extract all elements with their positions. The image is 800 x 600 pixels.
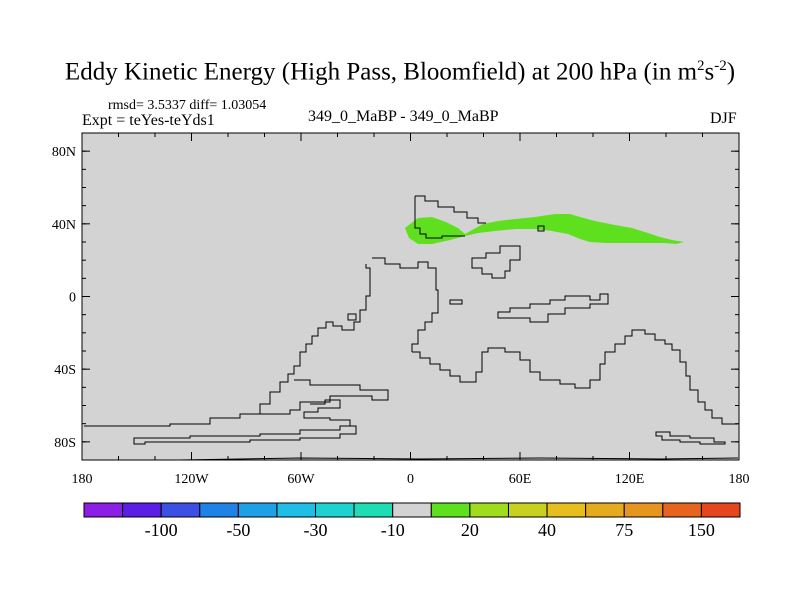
lon-tick-label: 0 (407, 472, 414, 487)
colorbar-label: 20 (461, 520, 479, 540)
experiment-label: Expt = teYes-teYds1 (82, 112, 215, 129)
colorbar-swatch (469, 502, 509, 518)
colorbar-swatch (83, 502, 124, 518)
colorbar-swatch (585, 502, 625, 518)
lon-tick-label: 180 (729, 472, 750, 487)
colorbar-swatch (700, 502, 741, 518)
lat-tick-label: 80S (54, 436, 76, 451)
stats-text: rmsd= 3.5337 diff= 1.03054 (108, 98, 267, 113)
colorbar-swatch (507, 502, 548, 518)
colorbar-label: -50 (226, 520, 250, 540)
lat-tick-label: 40N (52, 218, 76, 233)
coastline-indian-ocean-shelf (497, 293, 609, 323)
lat-tick-label: 0 (69, 291, 76, 306)
colorbar-swatch (546, 502, 587, 518)
colorbar-swatch (122, 502, 162, 518)
colorbar-swatch (623, 502, 664, 518)
colorbar-swatch (276, 502, 317, 518)
colorbar-label: -10 (381, 520, 405, 540)
coastline-south-america (84, 264, 371, 427)
coastline-antarctica-edge (179, 457, 739, 461)
coastline-weddell (133, 399, 357, 445)
lat-tick-label: 80N (52, 145, 76, 160)
lon-tick-label: 60E (509, 472, 532, 487)
map-frame: 80N 40N 0 40S 80S 180 120W 60W 0 60E 120E 180 (52, 132, 750, 487)
colorbar-swatch (160, 502, 201, 518)
coastline-small-island (537, 225, 545, 232)
case-label: 349_0_MaBP - 349_0_MaBP (308, 108, 499, 125)
colorbar-swatch (430, 502, 471, 518)
colorbar-label: 40 (538, 520, 556, 540)
colorbar-swatch (237, 502, 278, 518)
latitude-axis: 80N 40N 0 40S 80S (52, 145, 739, 451)
lat-tick-label: 40S (54, 363, 76, 378)
lon-tick-label: 180 (72, 472, 93, 487)
colorbar-label: -30 (304, 520, 328, 540)
colorbar: -100 -50 -30 -10 20 40 75 150 (83, 502, 741, 540)
colorbar-label: 150 (688, 520, 715, 540)
coastline-africa-americas-west (372, 257, 439, 352)
coastline-antarctic-peninsula (260, 379, 389, 415)
colorbar-swatch (353, 502, 394, 518)
lon-tick-label: 120W (174, 472, 209, 487)
map-background (82, 133, 739, 460)
coastlines (84, 195, 739, 461)
colorbar-swatch (315, 502, 355, 518)
longitude-axis: 180 120W 60W 0 60E 120E 180 (72, 133, 750, 487)
colorbar-label: 75 (615, 520, 633, 540)
coastline-southern-africa (412, 329, 738, 425)
colorbar-swatch (662, 502, 702, 518)
lon-tick-label: 120E (615, 472, 645, 487)
coastline-eurasia-north (414, 195, 486, 239)
season-label: DJF (710, 110, 737, 127)
colorbar-swatch (392, 502, 432, 518)
lon-tick-label: 60W (287, 472, 315, 487)
coastline-small-islands-west (347, 299, 463, 321)
plot-title: Eddy Kinetic Energy (High Pass, Bloomfie… (64, 58, 736, 86)
colorbar-label: -100 (145, 520, 178, 540)
coastline-ross-sea (655, 431, 726, 445)
coastline-red-sea-arabia (471, 245, 521, 279)
colorbar-swatch (199, 502, 239, 518)
